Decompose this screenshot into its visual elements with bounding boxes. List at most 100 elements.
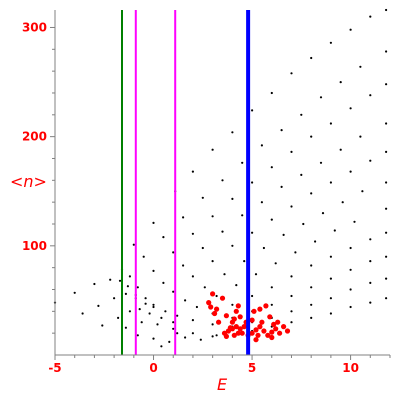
bands-point bbox=[280, 185, 283, 188]
bands-point bbox=[290, 294, 293, 298]
bands-point bbox=[195, 305, 198, 309]
bands-point bbox=[215, 294, 218, 298]
bands-point bbox=[319, 161, 323, 164]
bands-point bbox=[369, 94, 372, 97]
ticks: -5 0 5 10 100 200 300 bbox=[22, 20, 391, 375]
bands-point bbox=[290, 275, 293, 278]
highlight-point bbox=[231, 316, 237, 322]
bands-point bbox=[321, 212, 325, 215]
highlight-point bbox=[265, 332, 271, 338]
highlight-point bbox=[212, 310, 218, 317]
bands-point bbox=[260, 144, 263, 147]
bands-point bbox=[73, 291, 76, 294]
bands-point bbox=[142, 255, 145, 258]
bands-point bbox=[369, 15, 372, 18]
bands-point bbox=[310, 135, 313, 138]
bands-point bbox=[176, 332, 179, 335]
bands-point bbox=[243, 260, 246, 263]
highlight-point bbox=[263, 303, 269, 309]
bands-point bbox=[221, 230, 224, 233]
highlight-point bbox=[233, 324, 239, 330]
bands-point bbox=[270, 166, 273, 169]
bands-point bbox=[251, 109, 254, 112]
bands-point bbox=[385, 50, 388, 53]
bands-point bbox=[385, 83, 388, 86]
bands-point bbox=[152, 269, 155, 272]
highlight-point bbox=[271, 321, 277, 327]
highlight-point bbox=[219, 295, 226, 301]
bands-point bbox=[162, 281, 165, 284]
bands-point bbox=[319, 96, 323, 99]
bands-point bbox=[270, 218, 273, 221]
bands-point bbox=[211, 335, 214, 338]
bands-point bbox=[97, 304, 100, 307]
bands-point bbox=[251, 231, 254, 234]
bands-point bbox=[349, 288, 352, 291]
y-tick-label: 300 bbox=[22, 20, 47, 34]
highlight-point bbox=[235, 303, 241, 309]
bands-point bbox=[300, 113, 303, 116]
bands-point bbox=[310, 264, 313, 267]
bands-point bbox=[359, 135, 362, 138]
highlight-point bbox=[214, 306, 220, 312]
bands-point bbox=[184, 299, 187, 302]
bands-point bbox=[215, 334, 218, 337]
bands-point bbox=[231, 131, 234, 134]
bands-point bbox=[270, 303, 273, 306]
bands-point bbox=[294, 251, 297, 254]
bands-point bbox=[385, 277, 388, 280]
bands-point bbox=[144, 302, 147, 305]
y-tick-label: 200 bbox=[22, 130, 47, 144]
bands-point bbox=[140, 321, 143, 324]
bands-point bbox=[361, 190, 364, 193]
bands-point bbox=[191, 275, 194, 278]
bands-point bbox=[138, 308, 141, 311]
series-layer bbox=[53, 8, 388, 348]
highlight-point bbox=[284, 328, 291, 334]
bands-point bbox=[211, 148, 214, 151]
x-tick-label: 5 bbox=[248, 361, 256, 375]
bands-point bbox=[191, 170, 194, 173]
highlight-point bbox=[241, 324, 247, 330]
bands-point bbox=[136, 286, 139, 289]
highlight-point bbox=[253, 337, 259, 343]
highlight-point bbox=[273, 326, 279, 332]
highlight-point bbox=[227, 325, 233, 331]
bands-point bbox=[136, 334, 139, 337]
bands-point bbox=[290, 150, 293, 153]
bands-point bbox=[152, 337, 155, 340]
highlight-point bbox=[269, 329, 275, 335]
bands-point bbox=[124, 292, 127, 295]
bands-point bbox=[254, 273, 258, 276]
bands-point bbox=[156, 323, 159, 326]
bands-point bbox=[162, 236, 165, 239]
bands-point bbox=[385, 231, 388, 234]
bands-point bbox=[369, 260, 372, 263]
bands-point bbox=[113, 297, 116, 300]
bands-point bbox=[349, 268, 352, 271]
highlight-point bbox=[231, 332, 237, 338]
bands-point bbox=[369, 159, 372, 162]
bands-point bbox=[310, 303, 313, 306]
bands-point bbox=[172, 327, 175, 330]
bands-point bbox=[109, 278, 112, 281]
highlight-point bbox=[261, 328, 267, 334]
bands-point bbox=[221, 179, 224, 182]
bands-point bbox=[118, 279, 122, 282]
bands-point bbox=[329, 297, 332, 300]
highlight-point bbox=[208, 304, 214, 310]
highlight-point bbox=[257, 324, 263, 330]
x-axis-title: E bbox=[217, 375, 228, 394]
bands-point bbox=[349, 28, 352, 31]
bands-point bbox=[280, 129, 283, 132]
axes bbox=[54, 10, 390, 356]
bands-point bbox=[160, 345, 163, 348]
bands-point bbox=[128, 275, 131, 278]
highlight-point bbox=[249, 317, 255, 323]
bands-point bbox=[251, 181, 254, 184]
bands-point bbox=[369, 301, 372, 304]
bands-point bbox=[132, 243, 135, 246]
bands-point bbox=[191, 319, 194, 322]
highlight-point bbox=[281, 324, 287, 330]
bands-point bbox=[349, 305, 352, 309]
